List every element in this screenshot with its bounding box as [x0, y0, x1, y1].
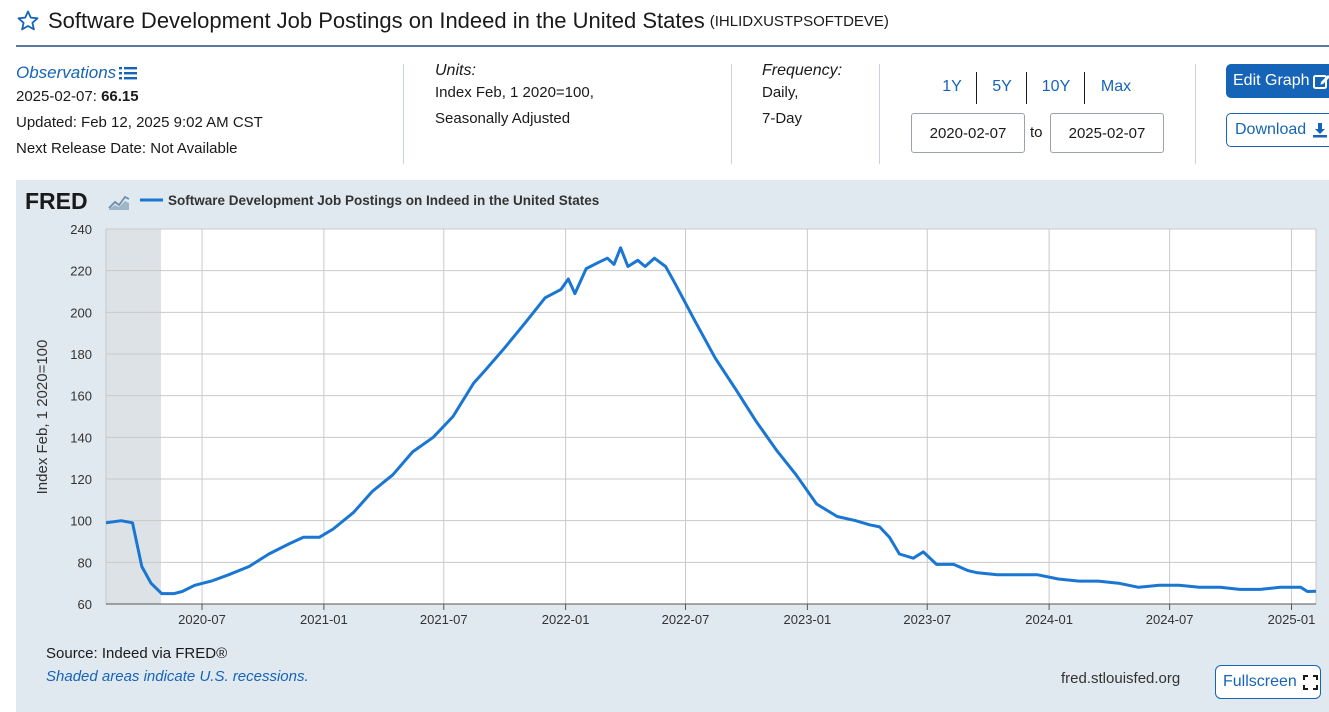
x-tick-label: 2022-07 [662, 612, 710, 627]
chart-logo-icon [108, 193, 130, 210]
fullscreen-label[interactable]: Fullscreen [1223, 673, 1297, 690]
y-tick-label: 200 [70, 305, 92, 320]
fred-logo-text: FRED [25, 188, 88, 214]
star-icon[interactable] [16, 9, 40, 33]
x-tick-label: 2023-01 [784, 612, 832, 627]
fullscreen-icon[interactable] [1302, 674, 1318, 690]
observations-block: Observations 2025-02-07: 66.15 Updated: … [16, 63, 263, 162]
download-button[interactable]: Download [1226, 113, 1329, 147]
frequency-block: Frequency: Daily, 7-Day [762, 62, 842, 132]
x-tick-label: 2024-07 [1146, 612, 1194, 627]
units-label: Units: [435, 62, 476, 79]
x-axis-ticks: 2020-07 2021-01 2021-07 2022-01 2022-07 2023-… [106, 603, 1316, 627]
y-tick-label: 240 [70, 222, 92, 237]
units-line-2: Seasonally Adjusted [435, 110, 571, 127]
y-axis-label: Index Feb, 1 2020=100 [34, 340, 51, 495]
end-date-input[interactable]: 2025-02-07 [1050, 113, 1164, 153]
fullscreen-button[interactable]: Fullscreen [1215, 665, 1321, 699]
edit-graph-label[interactable]: Edit Graph [1233, 72, 1310, 89]
recession-note-link[interactable]: Shaded areas indicate U.S. recessions. [46, 668, 309, 685]
plot-area [106, 229, 1316, 604]
edit-graph-button[interactable]: Edit Graph [1226, 64, 1329, 98]
date-to-label: to [1030, 124, 1043, 141]
frequency-line-1: Daily, [762, 84, 799, 101]
download-icon[interactable] [1312, 122, 1328, 138]
chart-panel: FRED Software Development Job Postings o… [16, 180, 1329, 712]
legend-label: Software Development Job Postings on Ind… [168, 193, 599, 208]
observation-value: 66.15 [101, 88, 139, 105]
frequency-line-2: 7-Day [762, 110, 803, 127]
observations-link[interactable]: Observations [16, 63, 263, 83]
units-block: Units: Index Feb, 1 2020=100, Seasonally… [435, 62, 594, 132]
x-tick-label: 2023-07 [903, 612, 951, 627]
range-divider [976, 72, 977, 104]
y-tick-label: 140 [70, 430, 92, 445]
range-10y-button[interactable]: 10Y [1041, 78, 1071, 95]
y-tick-label: 220 [70, 264, 92, 279]
y-tick-label: 100 [70, 514, 92, 529]
divider [879, 64, 880, 164]
recession-shading [106, 229, 161, 604]
y-tick-label: 160 [70, 389, 92, 404]
x-tick-label: 2024-01 [1025, 612, 1073, 627]
range-divider [1084, 72, 1085, 104]
title-divider [16, 45, 1329, 47]
page-title: Software Development Job Postings on Ind… [48, 8, 705, 33]
next-release-text: Next Release Date: Not Available [16, 140, 238, 157]
updated-text: Updated: Feb 12, 2025 9:02 AM CST [16, 114, 263, 131]
range-5y-button[interactable]: 5Y [992, 78, 1012, 95]
y-tick-label: 120 [70, 472, 92, 487]
chart: FRED Software Development Job Postings o… [25, 188, 1317, 627]
source-text: Source: Indeed via FRED® [46, 645, 228, 662]
x-tick-label: 2022-01 [542, 612, 590, 627]
observation-date: 2025-02-07: [16, 88, 97, 105]
y-tick-label: 60 [78, 597, 92, 612]
range-1y-button[interactable]: 1Y [942, 78, 962, 95]
series-id: (IHLIDXUSTPSOFTDEVE) [709, 12, 889, 30]
observations-label[interactable]: Observations [16, 63, 117, 82]
gridlines [105, 228, 1317, 605]
edit-icon[interactable] [1313, 72, 1329, 90]
divider [1195, 64, 1196, 164]
divider [731, 64, 732, 164]
y-tick-label: 80 [78, 555, 92, 570]
recession-band [106, 229, 161, 604]
site-url: fred.stlouisfed.org [1061, 670, 1181, 687]
download-label[interactable]: Download [1235, 121, 1307, 138]
units-line-1: Index Feb, 1 2020=100, [435, 84, 594, 101]
start-date-input[interactable]: 2020-02-07 [911, 113, 1025, 153]
x-tick-label: 2021-07 [420, 612, 468, 627]
title-row: Software Development Job Postings on Ind… [16, 6, 889, 36]
divider [403, 64, 404, 164]
series-line [105, 246, 1317, 596]
x-tick-label: 2020-07 [178, 612, 226, 627]
y-axis-ticks: 60 80 100 120 140 160 180 200 220 240 [70, 222, 92, 612]
x-tick-label: 2021-01 [300, 612, 348, 627]
y-tick-label: 180 [70, 347, 92, 362]
latest-observation: 2025-02-07: 66.15 [16, 84, 263, 110]
fred-logo: FRED [25, 188, 130, 214]
range-max-button[interactable]: Max [1100, 78, 1132, 95]
x-tick-label: 2025-01 [1268, 612, 1316, 627]
list-icon[interactable] [119, 65, 138, 81]
range-divider [1026, 72, 1027, 104]
frequency-label: Frequency: [762, 62, 843, 79]
